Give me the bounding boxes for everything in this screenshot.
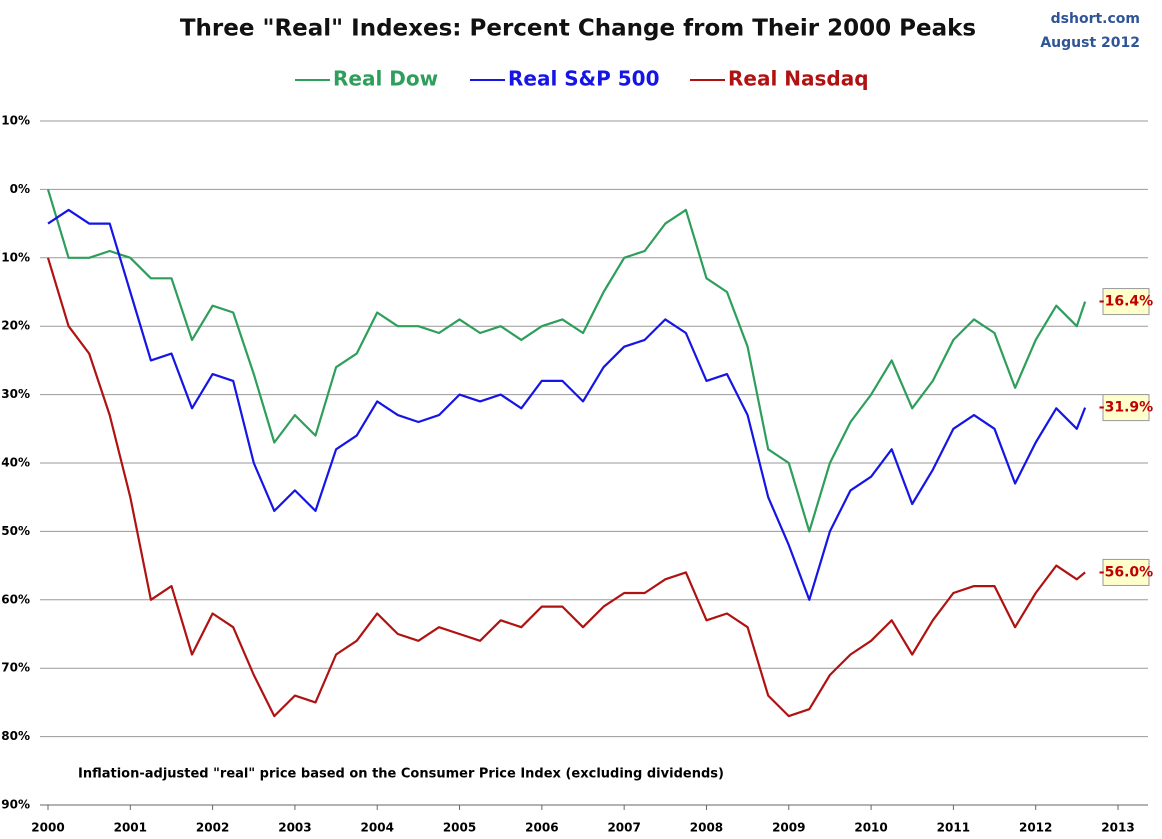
- x-tick-label: 2009: [772, 821, 805, 835]
- x-tick-label: 2002: [196, 821, 229, 835]
- x-tick-label: 2006: [525, 821, 558, 835]
- x-tick-label: 2011: [937, 821, 970, 835]
- value-label-box: [1102, 288, 1150, 316]
- y-tick-label: 80%: [1, 729, 30, 743]
- x-tick-label: 2005: [443, 821, 476, 835]
- y-tick-label: 90%: [1, 798, 30, 812]
- y-tick-label: 40%: [1, 456, 30, 470]
- y-tick-label: 20%: [1, 319, 30, 333]
- y-tick-label: 10%: [1, 250, 30, 264]
- y-tick-label: 70%: [1, 661, 30, 675]
- value-label: -16.4%: [1099, 294, 1153, 310]
- value-label-box: [1102, 558, 1150, 586]
- y-tick-label: 0%: [10, 182, 30, 196]
- series-line: [47, 208, 1087, 601]
- annotation: Inflation-adjusted "real" price based on…: [78, 767, 724, 782]
- x-tick-label: 2013: [1101, 821, 1134, 835]
- x-tick-label: 2012: [1019, 821, 1052, 835]
- x-tick-label: 2010: [854, 821, 887, 835]
- y-tick-label: 50%: [1, 524, 30, 538]
- x-tick-label: 2001: [114, 821, 147, 835]
- x-tick-label: 2007: [607, 821, 640, 835]
- y-tick-label: 10%: [1, 114, 30, 128]
- x-tick-label: 2004: [361, 821, 394, 835]
- series-line: [46, 257, 1086, 718]
- date: August 2012: [1040, 35, 1140, 51]
- value-label: -31.9%: [1099, 400, 1153, 416]
- legend-label: Real Nasdaq: [728, 67, 869, 91]
- series-line: [46, 189, 1087, 533]
- y-tick-label: 30%: [1, 387, 30, 401]
- legend-label: Real S&P 500: [508, 67, 660, 91]
- chart-title: Three "Real" Indexes: Percent Change fro…: [180, 16, 976, 42]
- value-label-box: [1102, 394, 1150, 422]
- value-label: -56.0%: [1099, 564, 1153, 580]
- y-tick-label: 60%: [1, 592, 30, 606]
- x-tick-label: 2000: [31, 821, 64, 835]
- x-tick-label: 2003: [278, 821, 311, 835]
- source: dshort.com: [1051, 11, 1140, 27]
- x-tick-label: 2008: [690, 821, 723, 835]
- legend-label: Real Dow: [333, 67, 438, 91]
